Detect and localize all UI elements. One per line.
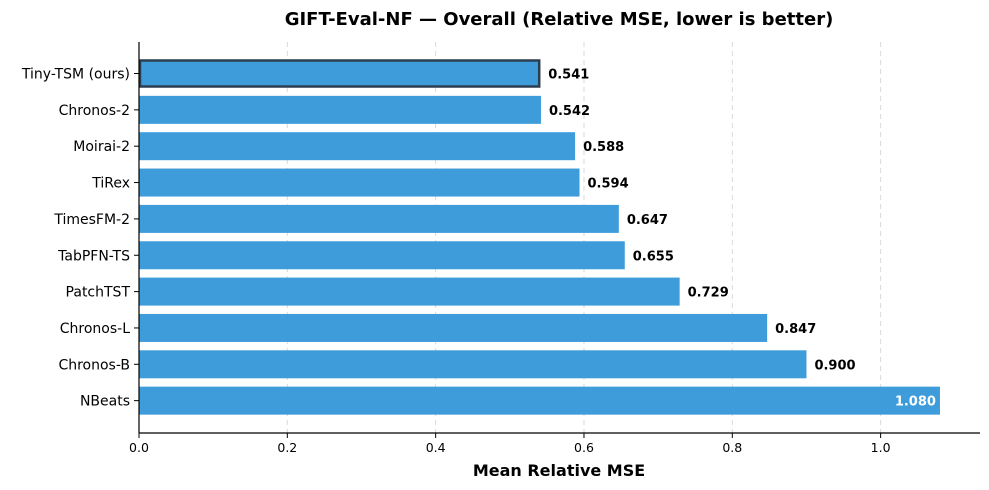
- ytick-label-chronos-l: Chronos-L: [60, 321, 130, 337]
- ytick-label-nbeats: NBeats: [80, 394, 130, 410]
- bar-tiny-tsm-ours: [138, 59, 541, 88]
- ytick-label-timesfm-2: TimesFM-2: [53, 212, 130, 228]
- ytick-label-tiny-tsm-ours: Tiny-TSM (ours): [21, 67, 130, 83]
- value-label-tabpfn-ts: 0.655: [633, 249, 674, 264]
- ytick-label-tirex: TiRex: [91, 176, 130, 192]
- data-labels: 0.541 0.542 0.588 0.594 0.647 0.655 0.729 0.847…: [548, 68, 936, 410]
- ytick-label-patchtst: PatchTST: [66, 285, 131, 301]
- value-label-moirai-2: 0.588: [583, 140, 624, 155]
- xtick-label-4: 0.8: [722, 440, 742, 455]
- bar-tirex: [139, 168, 580, 197]
- ytick-label-moirai-2: Moirai-2: [73, 139, 130, 155]
- bar-chronos-b: [139, 350, 807, 379]
- axes: Tiny-TSM (ours) Chronos-2 Moirai-2 TiRex Tim…: [21, 42, 980, 455]
- value-label-nbeats: 1.080: [895, 395, 936, 410]
- xtick-label-2: 0.4: [426, 440, 446, 455]
- bar-moirai-2: [139, 132, 576, 161]
- xtick-label-5: 1.0: [871, 440, 891, 455]
- chart-title: GIFT-Eval-NF — Overall (Relative MSE, lo…: [285, 9, 834, 30]
- value-label-tirex: 0.594: [588, 177, 629, 192]
- value-label-chronos-b: 0.900: [814, 358, 855, 373]
- value-label-timesfm-2: 0.647: [627, 213, 668, 228]
- value-label-chronos-2: 0.542: [549, 104, 590, 119]
- ytick-label-tabpfn-ts: TabPFN-TS: [57, 248, 130, 264]
- x-axis-label: Mean Relative MSE: [473, 461, 645, 480]
- ytick-label-chronos-b: Chronos-B: [58, 357, 130, 373]
- value-label-patchtst: 0.729: [688, 286, 729, 301]
- xtick-label-0: 0.0: [129, 440, 149, 455]
- xtick-label-3: 0.6: [574, 440, 594, 455]
- bar-tabpfn-ts: [139, 241, 625, 270]
- xtick-label-1: 0.2: [277, 440, 297, 455]
- bar-patchtst: [139, 277, 680, 306]
- value-label-chronos-l: 0.847: [775, 322, 816, 337]
- bar-nbeats: [139, 386, 940, 415]
- value-label-tiny-tsm-ours: 0.541: [548, 68, 589, 83]
- bar-chronos-2: [139, 95, 541, 124]
- ytick-label-chronos-2: Chronos-2: [59, 103, 130, 119]
- bar-timesfm-2: [139, 204, 619, 233]
- bars: [138, 59, 940, 415]
- bar-chronos-l: [139, 313, 768, 342]
